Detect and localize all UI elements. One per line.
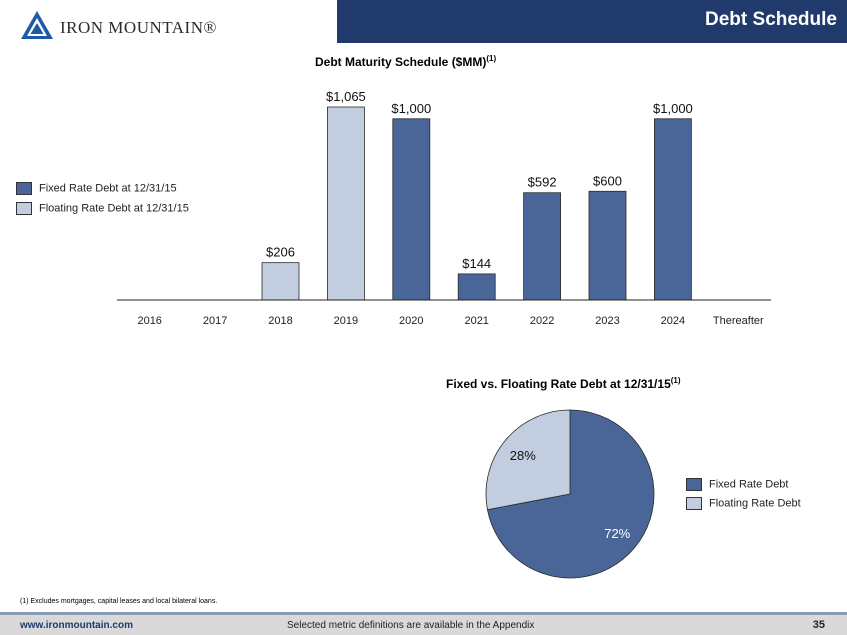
data-label-2019: $1,065 — [326, 89, 366, 104]
x-tick-label-2024: 2024 — [661, 315, 685, 327]
bar-chart-title-text: Debt Maturity Schedule ($MM) — [315, 55, 487, 69]
bar-chart-title: Debt Maturity Schedule ($MM)(1) — [315, 54, 496, 69]
legend-swatch-floating — [16, 202, 32, 215]
pie-slice-floating — [485, 409, 571, 511]
pie-chart-title: Fixed vs. Floating Rate Debt at 12/31/15… — [446, 376, 681, 391]
footer-note: Selected metric definitions are availabl… — [287, 620, 535, 631]
bar-chart-title-footnote-ref: (1) — [486, 54, 497, 63]
data-label-2021: $144 — [462, 256, 491, 271]
data-label-2024: $1,000 — [653, 101, 693, 116]
company-logo: IRON MOUNTAIN® — [20, 10, 230, 40]
legend-swatch-floating — [686, 497, 702, 510]
bar-chart: 2016 2017 $206 2018 $1,065 2019 $1,000 2020 $144… — [117, 89, 771, 327]
bar-2018-floating — [261, 262, 300, 301]
bar-legend-fixed: Fixed Rate Debt at 12/31/15 — [16, 182, 177, 195]
logo-text: IRON MOUNTAIN® — [60, 18, 217, 37]
x-tick-label-2023: 2023 — [595, 315, 619, 327]
pie-legend-fixed-label: Fixed Rate Debt — [709, 478, 789, 491]
pie-chart: 72% 28% — [485, 409, 655, 579]
pie-label-fixed: 72% — [604, 526, 630, 541]
footnote: (1) Excludes mortgages, capital leases a… — [20, 598, 218, 605]
footer-url: www.ironmountain.com — [20, 620, 133, 631]
data-label-2020: $1,000 — [391, 101, 431, 116]
pie-label-floating: 28% — [510, 448, 536, 463]
bar-legend-floating-label: Floating Rate Debt at 12/31/15 — [39, 202, 189, 215]
bar-2021-fixed — [457, 273, 496, 301]
pie-slice-fixed — [487, 409, 655, 579]
x-tick-label-2018: 2018 — [268, 315, 292, 327]
x-tick-label-2017: 2017 — [203, 315, 227, 327]
bar-2024-fixed — [654, 118, 692, 301]
page-number: 35 — [812, 619, 825, 631]
bar-legend-floating: Floating Rate Debt at 12/31/15 — [16, 202, 189, 215]
page-title: Debt Schedule — [705, 9, 837, 30]
bar-2023-fixed — [588, 190, 627, 301]
header-bar: Debt Schedule — [337, 0, 847, 43]
bar-2019-floating — [326, 106, 365, 301]
legend-swatch-fixed — [16, 182, 32, 195]
pie-legend-floating-label: Floating Rate Debt — [709, 497, 801, 510]
x-tick-label-Thereafter: Thereafter — [713, 315, 764, 327]
x-tick-label-2019: 2019 — [334, 315, 358, 327]
pie-chart-title-footnote-ref: (1) — [670, 376, 681, 385]
x-tick-label-2022: 2022 — [530, 315, 554, 327]
bar-2022-fixed — [523, 192, 561, 301]
bar-2020-fixed — [392, 118, 431, 301]
pie-chart-title-text: Fixed vs. Floating Rate Debt at 12/31/15 — [446, 377, 671, 391]
data-label-2018: $206 — [266, 245, 295, 260]
pie-legend-fixed: Fixed Rate Debt — [686, 478, 788, 491]
pie-legend-floating: Floating Rate Debt — [686, 497, 801, 510]
bar-legend-fixed-label: Fixed Rate Debt at 12/31/15 — [39, 182, 177, 195]
footer-divider — [0, 612, 847, 615]
x-tick-label-2020: 2020 — [399, 315, 423, 327]
mountain-logo-icon — [21, 11, 53, 39]
x-tick-label-2021: 2021 — [464, 315, 488, 327]
data-label-2022: $592 — [528, 175, 557, 190]
legend-swatch-fixed — [686, 478, 702, 491]
x-tick-label-2016: 2016 — [137, 315, 161, 327]
footer-bar: www.ironmountain.com Selected metric def… — [0, 615, 847, 635]
data-label-2023: $600 — [593, 173, 622, 188]
